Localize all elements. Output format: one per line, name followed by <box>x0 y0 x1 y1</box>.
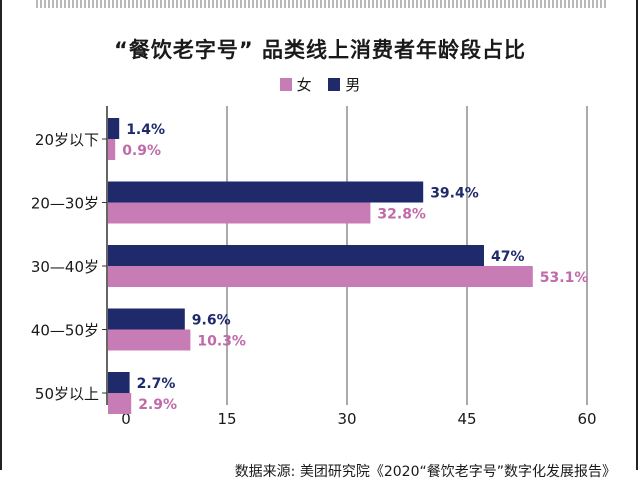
chart-title: “餐饮老字号” 品类线上消费者年龄段占比 <box>114 38 526 62</box>
top-decoration <box>36 0 608 8</box>
data-label-female: 32.8% <box>377 207 426 223</box>
x-tick-label: 15 <box>217 410 236 428</box>
bar-male <box>108 181 424 203</box>
x-tick-label: 45 <box>457 410 476 428</box>
x-tick-label: 0 <box>121 410 131 428</box>
x-tick-label: 30 <box>337 410 356 428</box>
source-note: 数据来源: 美团研究院《2020“餐饮老字号”数字化发展报告》 <box>234 464 616 480</box>
bar-male <box>108 372 130 393</box>
bar-female <box>108 202 371 224</box>
legend-label-female: 女 <box>296 76 312 94</box>
bar-female <box>108 266 533 287</box>
category-label: 40—50岁 <box>31 322 99 340</box>
bar-female <box>108 393 132 414</box>
data-label-male: 47% <box>491 249 525 265</box>
legend-label-male: 男 <box>345 76 361 94</box>
bar-male <box>108 245 484 266</box>
data-label-female: 53.1% <box>540 270 589 286</box>
bar-male <box>108 118 120 139</box>
category-label: 20岁以下 <box>35 131 99 149</box>
data-label-female: 2.9% <box>138 397 177 413</box>
data-label-male: 1.4% <box>126 122 165 138</box>
category-label: 30—40岁 <box>31 258 99 276</box>
data-label-male: 9.6% <box>192 313 231 329</box>
category-label: 20—30岁 <box>31 195 99 213</box>
x-tick-label: 60 <box>577 410 596 428</box>
legend-swatch-female <box>279 78 292 91</box>
bar-female <box>108 139 116 160</box>
data-label-male: 2.7% <box>137 376 176 392</box>
legend-item-male: 男 <box>328 74 360 95</box>
category-label: 50岁以上 <box>35 385 99 403</box>
bar-male <box>108 308 185 330</box>
data-label-female: 0.9% <box>122 143 161 159</box>
data-label-female: 10.3% <box>197 334 246 350</box>
frame-left-border <box>0 0 2 470</box>
bar-female <box>108 329 191 351</box>
data-label-male: 39.4% <box>430 186 479 202</box>
legend-item-female: 女 <box>279 74 312 95</box>
frame-right-border <box>636 0 638 470</box>
legend-swatch-male <box>328 78 341 91</box>
legend: 女 男 <box>0 74 640 95</box>
